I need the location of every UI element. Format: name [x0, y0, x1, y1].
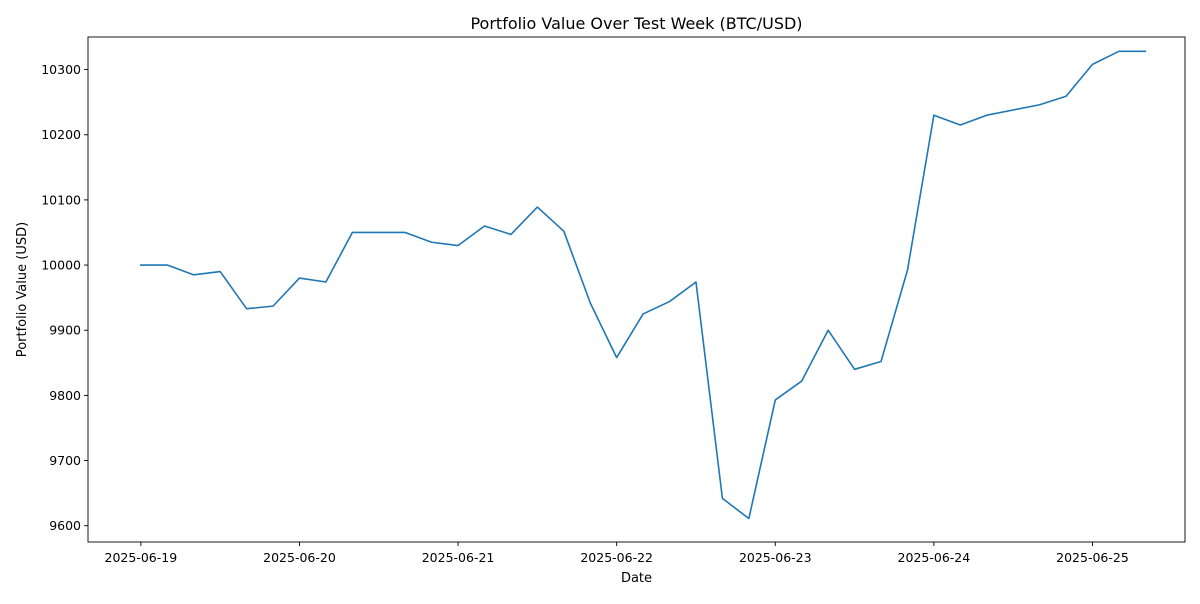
- y-tick-label: 9800: [49, 388, 81, 403]
- y-tick-label: 9600: [49, 518, 81, 533]
- y-axis-label: Portfolio Value (USD): [15, 222, 30, 357]
- x-tick-label: 2025-06-25: [1056, 550, 1129, 565]
- series-line: [140, 50, 1147, 520]
- x-axis-label: Date: [621, 571, 652, 586]
- x-tick-label: 2025-06-20: [263, 550, 336, 565]
- x-tick-label: 2025-06-22: [580, 550, 653, 565]
- x-tick-label: 2025-06-24: [898, 550, 971, 565]
- y-tick-label: 9700: [49, 453, 81, 468]
- y-tick-label: 10000: [41, 258, 81, 273]
- y-tick-label: 9900: [49, 323, 81, 338]
- y-tick-label: 10200: [41, 127, 81, 142]
- y-tick-label: 10300: [41, 62, 81, 77]
- chart-title: Portfolio Value Over Test Week (BTC/USD): [470, 14, 802, 33]
- x-axis-ticks: 2025-06-19 2025-06-20 2025-06-21 2025-06-22…: [105, 542, 1129, 565]
- x-tick-label: 2025-06-23: [739, 550, 812, 565]
- x-tick-label: 2025-06-21: [422, 550, 495, 565]
- y-tick-label: 10100: [41, 192, 81, 207]
- x-tick-label: 2025-06-19: [105, 550, 178, 565]
- plot-frame: [87, 36, 1186, 543]
- plot-area: [88, 37, 1185, 542]
- y-axis-ticks: 9600 9700 9800 9900 10000 10100 10200 10300: [41, 62, 88, 533]
